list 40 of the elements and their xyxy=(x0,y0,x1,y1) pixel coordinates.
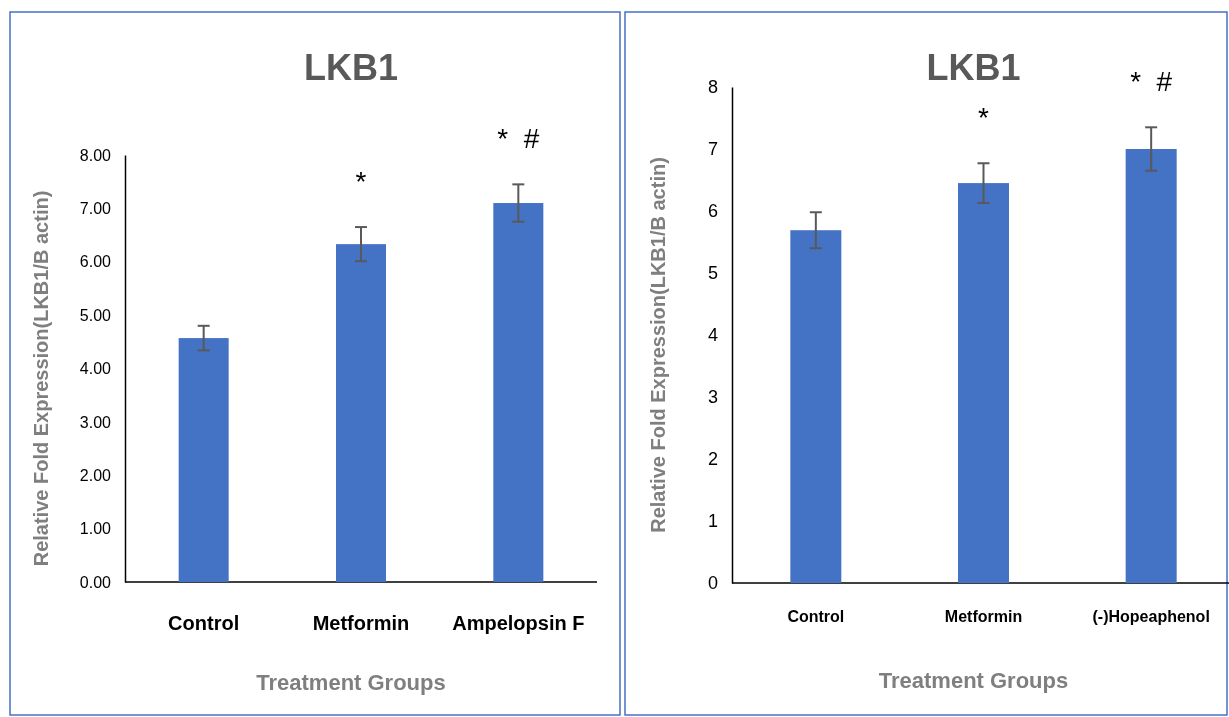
y-tick-label: 4 xyxy=(707,325,718,346)
x-tick-label: Metformin xyxy=(944,608,1023,625)
y-tick-label: 0 xyxy=(707,573,718,594)
bar xyxy=(336,244,386,582)
x-tick-label: Metformin xyxy=(312,612,410,634)
y-tick-label: 8 xyxy=(707,77,718,98)
y-tick-label: 7 xyxy=(707,139,718,160)
bar xyxy=(1125,149,1177,583)
x-tick-label: Control xyxy=(787,608,845,625)
y-tick-label: 3.00 xyxy=(79,413,112,431)
x-axis-title: Treatment Groups xyxy=(256,670,446,695)
y-tick-label: 3 xyxy=(707,387,718,408)
annotation: * # xyxy=(1130,66,1173,98)
y-tick-label: 0.00 xyxy=(79,573,112,591)
x-tick-label: Ampelopsin F xyxy=(452,612,585,634)
bar xyxy=(790,230,842,583)
y-tick-label: 1.00 xyxy=(79,520,112,538)
bar xyxy=(178,338,229,582)
y-tick-label: 8.00 xyxy=(79,146,112,164)
y-tick-label: 4.00 xyxy=(79,360,112,378)
y-tick-label: 7.00 xyxy=(79,199,112,217)
annotation: * xyxy=(355,166,367,198)
chart-title: LKB1 xyxy=(926,47,1021,88)
y-tick-label: 5.00 xyxy=(79,306,112,324)
y-tick-label: 6.00 xyxy=(79,253,112,271)
y-axis-title: Relative Fold Expression(LKB1/B actin) xyxy=(30,190,52,567)
y-tick-label: 6 xyxy=(707,201,718,222)
annotation: * xyxy=(978,102,990,134)
y-tick-label: 5 xyxy=(707,263,718,284)
y-axis-title: Relative Fold Expression(LKB1/B actin) xyxy=(647,157,669,533)
y-tick-label: 2 xyxy=(707,449,718,470)
bar xyxy=(493,203,544,582)
text: * # xyxy=(497,123,540,155)
y-tick-label: 2.00 xyxy=(79,466,112,484)
bar xyxy=(958,183,1009,583)
x-axis-title: Treatment Groups xyxy=(878,668,1069,693)
chart-title: LKB1 xyxy=(303,47,399,88)
x-tick-label: Control xyxy=(168,612,240,634)
x-tick-label: (-)Hopeaphenol xyxy=(1092,608,1210,625)
y-tick-label: 1 xyxy=(707,511,718,532)
